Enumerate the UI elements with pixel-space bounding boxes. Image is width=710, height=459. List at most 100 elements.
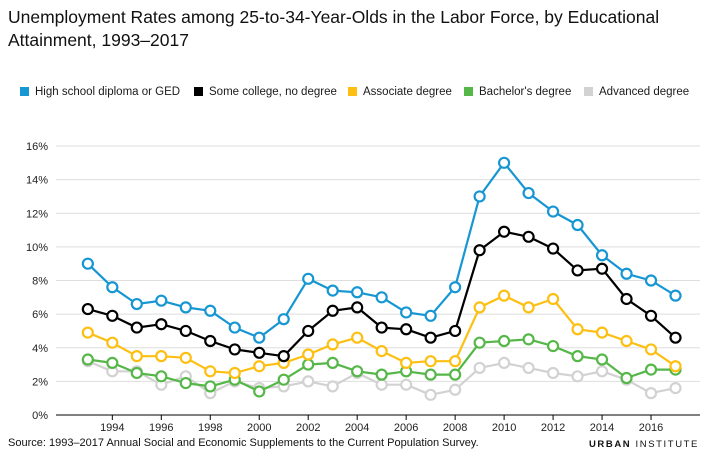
x-tick-label: 2014	[590, 422, 614, 434]
data-point-some-college-no-degree	[522, 230, 535, 243]
legend-label-advanced: Advanced degree	[599, 86, 690, 98]
data-point-high-school-diploma-or-ged	[546, 205, 560, 218]
data-point-bachelor-s-degree	[253, 385, 266, 398]
data-point-advanced-degree	[473, 361, 486, 375]
data-point-associate-degree	[106, 336, 119, 349]
legend-swatch-advanced	[584, 87, 593, 96]
x-tick-label: 1996	[149, 422, 173, 434]
legend-label-bachelors: Bachelor's degree	[479, 86, 572, 98]
data-point-high-school-diploma-or-ged	[449, 281, 462, 294]
data-point-associate-degree	[571, 323, 584, 336]
data-point-high-school-diploma-or-ged	[253, 331, 266, 344]
legend-item-associate: Associate degree	[348, 84, 452, 100]
y-tick-label: 12%	[26, 208, 48, 220]
legend-label-high-school: High school diploma or GED	[35, 86, 181, 98]
data-point-some-college-no-degree	[228, 343, 241, 356]
data-point-bachelor-s-degree	[326, 356, 339, 369]
y-tick-label: 8%	[32, 276, 48, 288]
data-point-associate-degree	[400, 356, 413, 369]
data-point-some-college-no-degree	[498, 225, 511, 238]
data-point-bachelor-s-degree	[522, 333, 535, 346]
data-point-high-school-diploma-or-ged	[228, 321, 241, 334]
data-point-bachelor-s-degree	[424, 368, 437, 381]
data-point-associate-degree	[473, 301, 486, 314]
data-point-associate-degree	[375, 345, 388, 358]
data-point-high-school-diploma-or-ged	[277, 313, 290, 326]
x-tick-label: 2000	[247, 422, 271, 434]
data-point-some-college-no-degree	[351, 301, 364, 314]
data-point-associate-degree	[522, 301, 535, 314]
data-point-associate-degree	[546, 292, 560, 306]
data-point-some-college-no-degree	[81, 302, 94, 316]
data-point-associate-degree	[351, 331, 364, 344]
data-point-high-school-diploma-or-ged	[620, 267, 633, 280]
y-tick-label: 0%	[32, 410, 48, 422]
data-point-advanced-degree	[498, 356, 511, 369]
legend-label-associate: Associate degree	[363, 86, 452, 98]
series-line-high-school-diploma-or-ged	[87, 161, 677, 339]
x-tick-label: 2006	[394, 422, 418, 434]
data-point-high-school-diploma-or-ged	[106, 281, 119, 294]
data-point-some-college-no-degree	[179, 324, 192, 338]
data-point-advanced-degree	[302, 375, 315, 388]
data-point-advanced-degree	[522, 361, 535, 375]
source-note: Source: 1993–2017 Annual Social and Econ…	[8, 437, 479, 449]
data-point-some-college-no-degree	[449, 324, 462, 338]
x-tick-label: 1994	[100, 422, 124, 434]
series-line-associate-degree	[87, 294, 677, 375]
data-point-bachelor-s-degree	[351, 365, 364, 378]
data-point-some-college-no-degree	[106, 309, 119, 322]
data-point-some-college-no-degree	[473, 244, 486, 257]
data-point-advanced-degree	[375, 378, 388, 391]
data-point-bachelor-s-degree	[498, 334, 511, 348]
y-tick-label: 16%	[26, 141, 48, 153]
data-point-high-school-diploma-or-ged	[571, 218, 584, 232]
data-point-high-school-diploma-or-ged	[179, 301, 192, 314]
data-point-bachelor-s-degree	[81, 353, 94, 366]
data-point-some-college-no-degree	[130, 321, 143, 334]
data-point-high-school-diploma-or-ged	[400, 306, 413, 319]
data-point-some-college-no-degree	[375, 321, 388, 334]
data-point-some-college-no-degree	[277, 350, 290, 363]
data-point-bachelor-s-degree	[302, 358, 315, 371]
x-tick-label: 2008	[443, 422, 467, 434]
data-point-advanced-degree	[571, 370, 584, 383]
data-point-some-college-no-degree	[669, 331, 682, 344]
legend-item-high-school: High school diploma or GED	[20, 84, 180, 100]
data-point-associate-degree	[130, 350, 143, 363]
data-point-advanced-degree	[400, 378, 413, 391]
data-point-associate-degree	[449, 355, 462, 368]
data-point-high-school-diploma-or-ged	[81, 257, 94, 270]
y-tick-label: 6%	[32, 309, 48, 321]
y-tick-label: 10%	[26, 242, 48, 254]
x-tick-label: 2010	[492, 422, 516, 434]
data-point-high-school-diploma-or-ged	[644, 274, 658, 287]
data-point-bachelor-s-degree	[155, 370, 168, 383]
data-point-bachelor-s-degree	[620, 371, 633, 385]
legend-item-bachelors: Bachelor's degree	[464, 84, 571, 100]
x-tick-label: 1998	[198, 422, 222, 434]
data-point-high-school-diploma-or-ged	[375, 291, 388, 304]
data-point-bachelor-s-degree	[473, 336, 486, 349]
logo-part-urban: URBAN	[588, 439, 632, 450]
data-point-associate-degree	[669, 360, 682, 373]
chart-title: Unemployment Rates among 25-to-34-Year-O…	[8, 7, 660, 50]
legend-label-some-college: Some college, no degree	[209, 86, 337, 98]
data-point-high-school-diploma-or-ged	[351, 286, 364, 299]
legend-swatch-some-college	[194, 87, 203, 96]
data-point-high-school-diploma-or-ged	[473, 190, 486, 203]
y-tick-label: 2%	[32, 376, 48, 388]
data-point-bachelor-s-degree	[449, 368, 462, 381]
data-point-high-school-diploma-or-ged	[669, 289, 682, 302]
data-point-associate-degree	[179, 351, 192, 364]
data-point-some-college-no-degree	[155, 318, 168, 331]
data-point-associate-degree	[302, 348, 315, 361]
data-point-high-school-diploma-or-ged	[155, 294, 168, 307]
data-point-bachelor-s-degree	[204, 380, 217, 393]
data-point-bachelor-s-degree	[130, 366, 143, 380]
data-point-high-school-diploma-or-ged	[595, 249, 609, 262]
x-tick-label: 2012	[541, 422, 565, 434]
data-point-some-college-no-degree	[546, 242, 560, 255]
legend-swatch-bachelors	[464, 87, 473, 96]
